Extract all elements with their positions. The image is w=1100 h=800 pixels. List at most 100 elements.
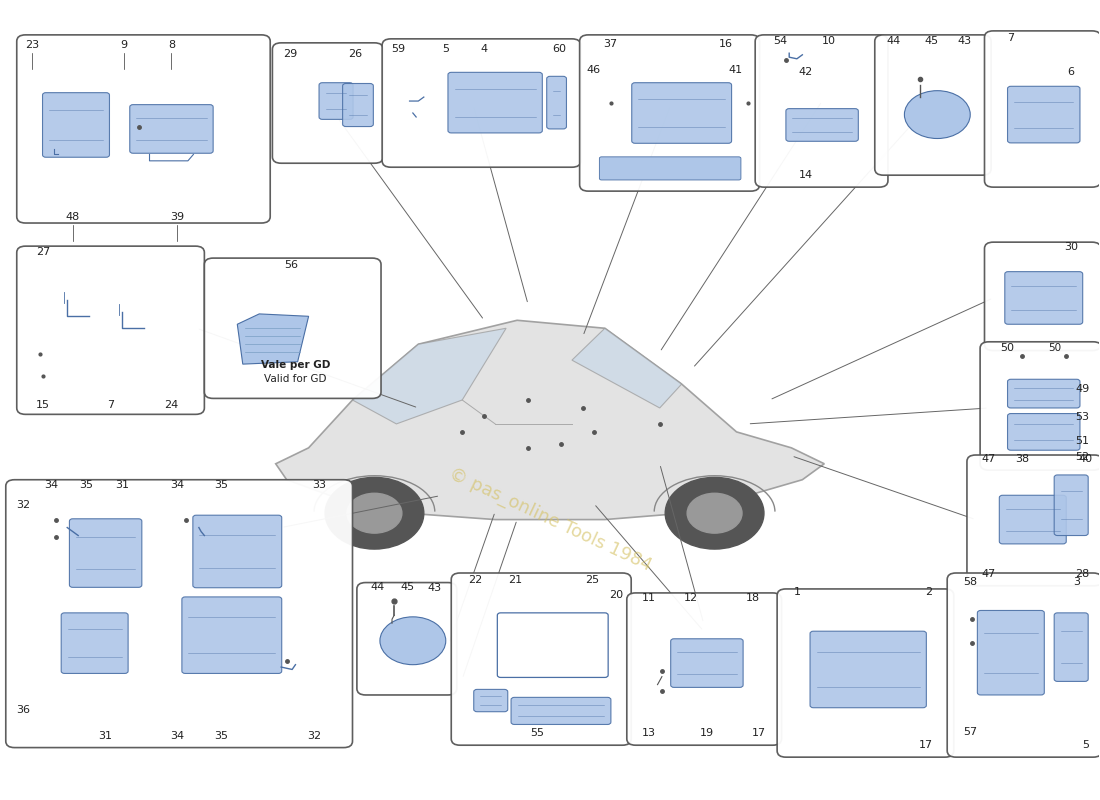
Text: 7: 7 — [1008, 34, 1014, 43]
Text: 17: 17 — [920, 740, 934, 750]
Text: 53: 53 — [1075, 412, 1089, 422]
FancyBboxPatch shape — [356, 582, 456, 695]
FancyBboxPatch shape — [1004, 272, 1082, 324]
Text: 16: 16 — [718, 39, 733, 49]
Text: 24: 24 — [164, 400, 178, 410]
Text: 6: 6 — [1068, 66, 1075, 77]
Text: 35: 35 — [213, 731, 228, 741]
FancyBboxPatch shape — [984, 242, 1100, 350]
Text: 10: 10 — [822, 36, 836, 46]
Text: 30: 30 — [1064, 242, 1078, 252]
Polygon shape — [572, 328, 682, 408]
Circle shape — [688, 494, 742, 533]
Text: 21: 21 — [508, 575, 522, 586]
Text: 33: 33 — [312, 480, 327, 490]
FancyBboxPatch shape — [62, 613, 128, 674]
Circle shape — [666, 478, 764, 549]
FancyBboxPatch shape — [1054, 475, 1088, 535]
FancyBboxPatch shape — [756, 35, 888, 187]
FancyBboxPatch shape — [627, 593, 781, 745]
FancyBboxPatch shape — [342, 83, 373, 126]
FancyBboxPatch shape — [273, 43, 383, 163]
FancyBboxPatch shape — [999, 495, 1066, 544]
Text: 59: 59 — [392, 44, 406, 54]
Polygon shape — [352, 328, 506, 424]
Polygon shape — [276, 320, 824, 519]
FancyBboxPatch shape — [319, 82, 353, 119]
Text: 34: 34 — [169, 480, 184, 490]
Text: 5: 5 — [1082, 740, 1089, 750]
FancyBboxPatch shape — [182, 597, 282, 674]
Text: Valid for GD: Valid for GD — [264, 374, 327, 385]
Text: 15: 15 — [36, 400, 51, 410]
Text: 38: 38 — [1014, 454, 1028, 464]
FancyBboxPatch shape — [16, 246, 205, 414]
FancyBboxPatch shape — [967, 455, 1100, 586]
Text: 44: 44 — [371, 582, 385, 592]
Text: 50: 50 — [1048, 342, 1062, 353]
FancyBboxPatch shape — [580, 35, 760, 191]
Text: 31: 31 — [99, 731, 112, 741]
Text: 35: 35 — [213, 480, 228, 490]
Text: 36: 36 — [16, 705, 31, 714]
Text: 8: 8 — [168, 40, 175, 50]
Text: 52: 52 — [1075, 452, 1089, 462]
Text: 58: 58 — [964, 577, 977, 587]
Text: 28: 28 — [1075, 569, 1089, 579]
Text: 17: 17 — [751, 729, 766, 738]
Text: 19: 19 — [700, 729, 714, 738]
Text: 23: 23 — [25, 40, 40, 50]
FancyBboxPatch shape — [1008, 414, 1080, 450]
FancyBboxPatch shape — [631, 82, 732, 143]
Text: 43: 43 — [958, 36, 971, 46]
Text: Vale per GD: Vale per GD — [261, 360, 330, 370]
Circle shape — [379, 617, 446, 665]
Text: 4: 4 — [481, 44, 487, 54]
Text: 40: 40 — [1078, 454, 1092, 464]
Text: 26: 26 — [348, 49, 362, 59]
Text: 42: 42 — [799, 66, 813, 77]
Text: 22: 22 — [469, 575, 483, 586]
FancyBboxPatch shape — [69, 518, 142, 587]
FancyBboxPatch shape — [6, 480, 352, 747]
Text: 7: 7 — [108, 400, 114, 410]
Text: 5: 5 — [442, 44, 449, 54]
Text: 9: 9 — [121, 40, 128, 50]
FancyBboxPatch shape — [785, 109, 858, 142]
Text: 29: 29 — [283, 49, 297, 59]
Text: 18: 18 — [746, 593, 760, 603]
Text: 27: 27 — [36, 247, 51, 257]
FancyBboxPatch shape — [671, 638, 744, 687]
Text: 34: 34 — [44, 480, 58, 490]
Text: 12: 12 — [683, 593, 697, 603]
Text: 47: 47 — [982, 569, 996, 579]
FancyBboxPatch shape — [130, 105, 213, 154]
Text: 39: 39 — [169, 212, 184, 222]
FancyBboxPatch shape — [474, 690, 508, 712]
FancyBboxPatch shape — [512, 698, 610, 725]
FancyBboxPatch shape — [978, 610, 1044, 695]
Text: 32: 32 — [16, 500, 31, 510]
FancyBboxPatch shape — [777, 589, 954, 757]
Text: 45: 45 — [400, 582, 415, 592]
FancyBboxPatch shape — [547, 76, 567, 129]
Text: 45: 45 — [925, 36, 939, 46]
Circle shape — [346, 494, 402, 533]
Text: 60: 60 — [552, 44, 565, 54]
FancyBboxPatch shape — [451, 573, 631, 745]
FancyBboxPatch shape — [497, 613, 608, 678]
Text: 34: 34 — [169, 731, 184, 741]
Text: 37: 37 — [603, 39, 617, 49]
Text: 51: 51 — [1075, 436, 1089, 446]
FancyBboxPatch shape — [600, 157, 741, 180]
Text: 3: 3 — [1074, 577, 1080, 587]
FancyBboxPatch shape — [192, 515, 282, 588]
Text: 47: 47 — [982, 454, 996, 464]
FancyBboxPatch shape — [1008, 379, 1080, 408]
FancyBboxPatch shape — [448, 72, 542, 133]
FancyBboxPatch shape — [43, 93, 110, 158]
Text: 35: 35 — [79, 480, 92, 490]
Text: 11: 11 — [641, 593, 656, 603]
Text: 54: 54 — [773, 36, 788, 46]
FancyBboxPatch shape — [984, 31, 1100, 187]
